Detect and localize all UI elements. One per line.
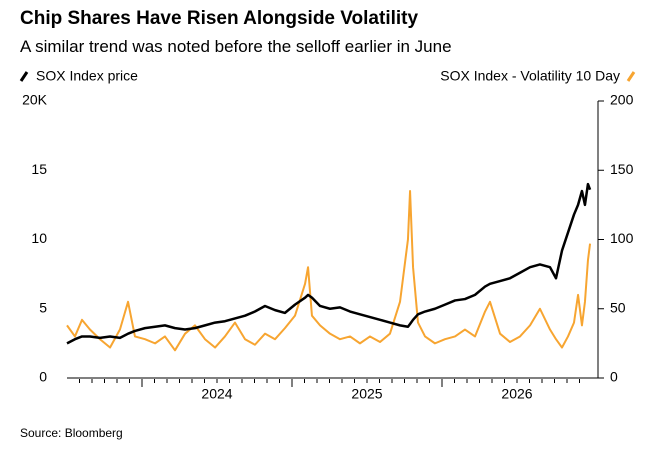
y2-tick-label: 200 [610, 92, 634, 108]
series-line [66, 182, 592, 345]
chart-subtitle: A similar trend was noted before the sel… [20, 37, 452, 56]
chart-title: Chip Shares Have Risen Alongside Volatil… [20, 8, 418, 29]
y-tick-label: 0 [39, 369, 47, 385]
source: Source: Bloomberg [20, 426, 123, 440]
x-tick-label: 2026 [501, 386, 532, 402]
y-tick-label: 20K [22, 92, 48, 108]
x-tick-label: 2024 [201, 386, 232, 402]
legend-swatch [626, 71, 636, 82]
y2-tick-label: 0 [610, 369, 618, 385]
y-tick-label: 15 [31, 161, 47, 177]
y2-tick-label: 150 [610, 161, 634, 177]
legend-swatch [19, 71, 29, 82]
y-tick-label: 5 [39, 299, 47, 315]
y2-tick-label: 100 [610, 230, 634, 246]
y-tick-label: 10 [31, 230, 47, 246]
legend-label: SOX Index price [36, 68, 138, 84]
x-tick-label: 2025 [351, 386, 382, 402]
y2-tick-label: 50 [610, 299, 626, 315]
legend-label: SOX Index - Volatility 10 Day [440, 68, 620, 84]
series-line [66, 190, 592, 352]
